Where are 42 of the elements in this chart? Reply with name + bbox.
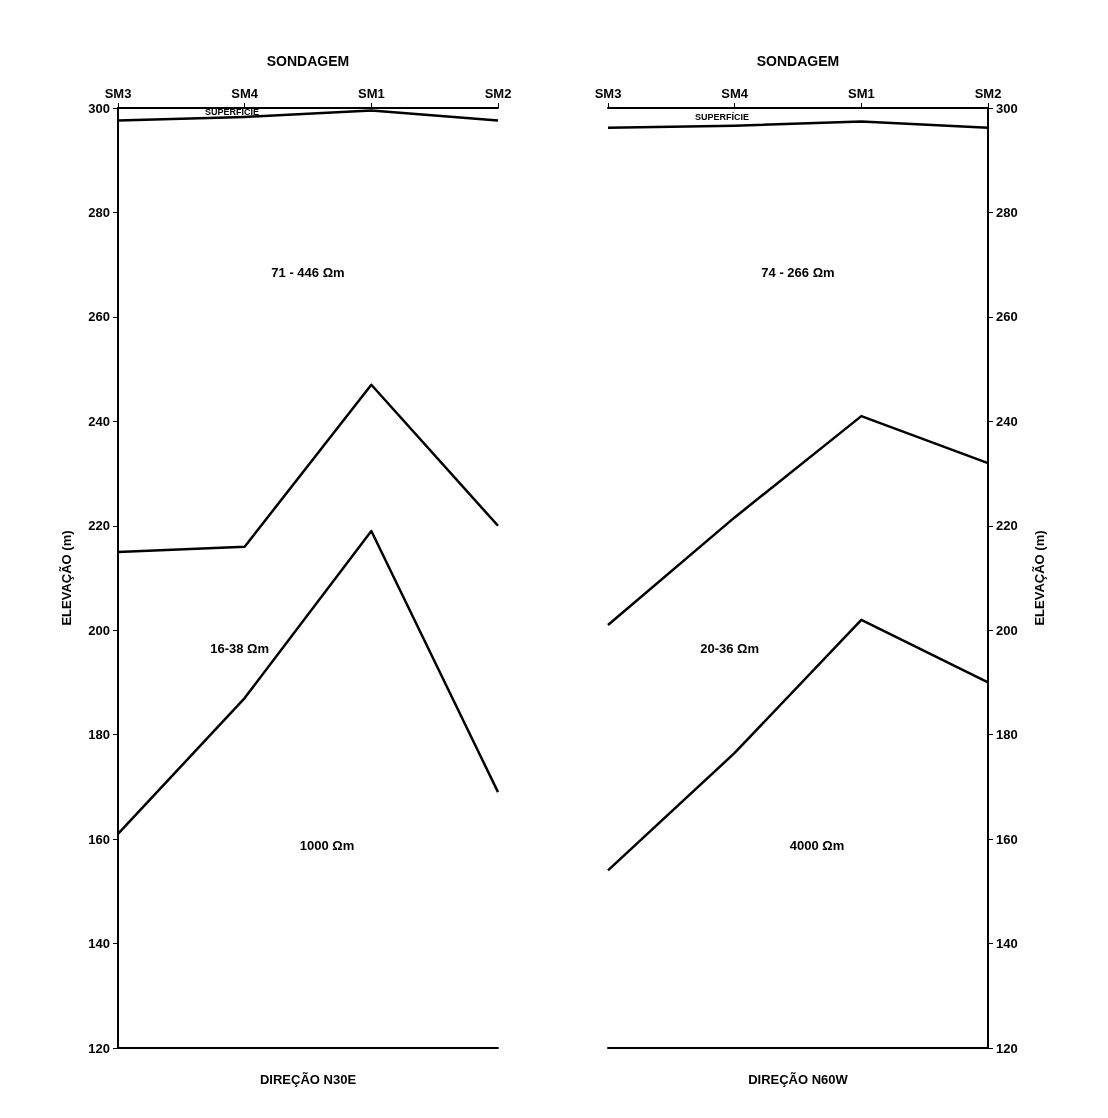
x-tick-label: SM4 bbox=[231, 86, 259, 101]
y-tick-label: 220 bbox=[88, 518, 110, 534]
annotation: 20-36 Ωm bbox=[700, 641, 760, 656]
y2-tick-label: 260 bbox=[996, 309, 1018, 325]
y-tick-label: 140 bbox=[88, 936, 110, 952]
y-tick-label: 280 bbox=[88, 204, 110, 220]
x-tick-label: SM3 bbox=[594, 86, 622, 101]
x-tick-label: SM1 bbox=[357, 86, 385, 101]
annotation: 4000 Ωm bbox=[789, 838, 845, 854]
y-tick-label: 160 bbox=[88, 831, 110, 847]
y-tick-label: 300 bbox=[88, 100, 110, 116]
x-axis-title: DIREÇÃO N30E bbox=[259, 1072, 357, 1087]
y2-tick-label: 280 bbox=[996, 204, 1018, 220]
y-tick-label: 180 bbox=[88, 727, 110, 743]
y-tick-label: 240 bbox=[88, 413, 110, 429]
y2-tick-label: 240 bbox=[996, 413, 1018, 429]
annotation: 16-38 Ωm bbox=[210, 641, 270, 656]
y-tick-label: 200 bbox=[88, 622, 110, 638]
chart-title: SONDAGEM bbox=[756, 53, 840, 69]
y2-tick-label: 120 bbox=[996, 1040, 1018, 1056]
x-tick-label: SM2 bbox=[484, 86, 512, 101]
y-tick-label: 260 bbox=[88, 309, 110, 325]
annotation: 74 - 266 Ωm bbox=[761, 265, 835, 280]
chart-title: SONDAGEM bbox=[266, 53, 350, 69]
y-tick-label: 120 bbox=[88, 1040, 110, 1056]
x-tick-label: SM4 bbox=[721, 86, 749, 101]
annotation: SUPERFICIE bbox=[204, 107, 260, 118]
y2-tick-label: 220 bbox=[996, 518, 1018, 534]
annotation: 1000 Ωm bbox=[299, 838, 355, 854]
x-axis-title: DIREÇÃO N60W bbox=[748, 1072, 849, 1087]
y2-tick-label: 180 bbox=[996, 727, 1018, 743]
annotation: SUPERFÍCIE bbox=[694, 111, 750, 122]
x-tick-label: SM1 bbox=[847, 86, 875, 101]
y2-tick-label: 140 bbox=[996, 936, 1018, 952]
y2-axis-title: ELEVAÇÃO (m) bbox=[1032, 530, 1047, 626]
y-axis-title: ELEVAÇÃO (m) bbox=[59, 530, 74, 626]
x-tick-label: SM2 bbox=[974, 86, 1002, 101]
y2-tick-label: 160 bbox=[996, 831, 1018, 847]
x-tick-label: SM3 bbox=[104, 86, 132, 101]
y2-tick-label: 300 bbox=[996, 100, 1018, 116]
y2-tick-label: 200 bbox=[996, 622, 1018, 638]
annotation: 71 - 446 Ωm bbox=[271, 265, 345, 280]
